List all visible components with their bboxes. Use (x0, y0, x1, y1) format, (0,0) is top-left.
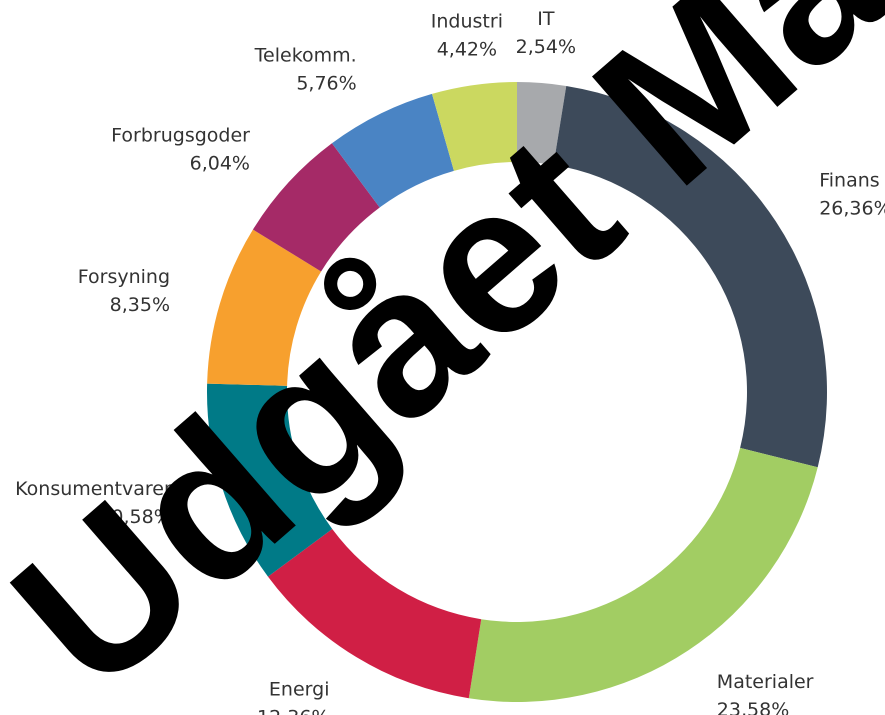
value-label: 10,58% (99, 506, 171, 528)
segment (206, 383, 333, 577)
value-label: 8,35% (110, 294, 170, 316)
value-label: 5,76% (296, 72, 356, 94)
segment (517, 82, 567, 165)
value-label: 26,36% (819, 198, 885, 220)
value-label: 23,58% (717, 699, 789, 715)
category-label: Konsumentvarer (15, 478, 172, 500)
value-label: 12,36% (257, 707, 329, 715)
segment (553, 85, 827, 468)
segment (432, 82, 517, 171)
category-label: Materialer (717, 671, 814, 693)
segment (468, 447, 818, 703)
category-label: Energi (269, 679, 330, 701)
category-label: Finans (819, 170, 879, 192)
donut (206, 82, 827, 703)
segment (252, 143, 380, 272)
category-label: Telekomm. (254, 44, 357, 66)
segment (267, 528, 482, 699)
category-label: Forbrugsgoder (111, 125, 250, 147)
value-label: 4,42% (437, 38, 497, 60)
category-label: Industri (431, 10, 503, 32)
category-label: IT (537, 8, 555, 30)
value-label: 2,54% (516, 36, 576, 58)
segment (331, 93, 454, 208)
labels: IT 2,54% Finans 26,36% Materialer 23,58% Energ… (15, 8, 885, 715)
category-label: Forsyning (78, 266, 170, 288)
segment (207, 229, 322, 386)
value-label: 6,04% (190, 153, 250, 175)
